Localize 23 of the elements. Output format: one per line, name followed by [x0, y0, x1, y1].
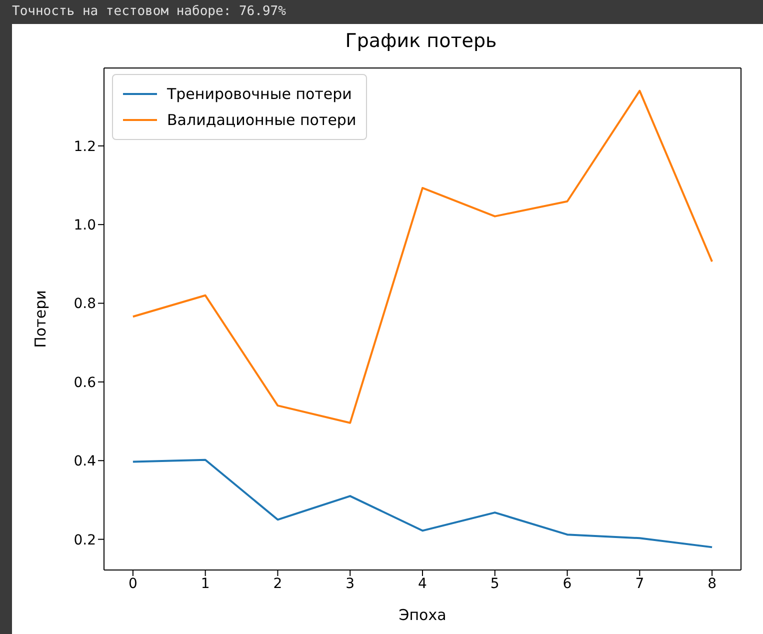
y-axis-title: Потери: [31, 290, 50, 348]
y-tick-label: 0.4: [74, 454, 96, 470]
chart-title: График потерь: [344, 30, 498, 54]
y-tick-label: 0.2: [74, 532, 96, 548]
x-tick-label: 4: [418, 576, 428, 592]
x-tick-label: 2: [273, 576, 282, 592]
y-tick-label: 1.0: [74, 218, 96, 234]
y-tick-label: 1.2: [74, 138, 96, 155]
x-tick-label: 7: [635, 576, 644, 592]
line-series: [132, 458, 714, 548]
x-tick-label: 0: [128, 576, 138, 592]
legend-label: Тренировочные потери: [167, 85, 352, 103]
text: Точность на тестовом наборе: 76.97%: [12, 4, 286, 19]
y-tick-label: 0.8: [74, 296, 96, 312]
legend-label: Валидационные потери: [167, 111, 356, 129]
x-tick-label: 3: [346, 576, 355, 592]
x-tick-label: 6: [562, 576, 572, 592]
x-axis-title: Эпоха: [398, 606, 446, 624]
line-series: [132, 90, 714, 424]
y-tick-label: 0.6: [74, 374, 96, 391]
x-tick-label: 1: [200, 576, 210, 592]
x-tick-label: 5: [490, 576, 500, 592]
x-tick-label: 8: [708, 576, 717, 592]
